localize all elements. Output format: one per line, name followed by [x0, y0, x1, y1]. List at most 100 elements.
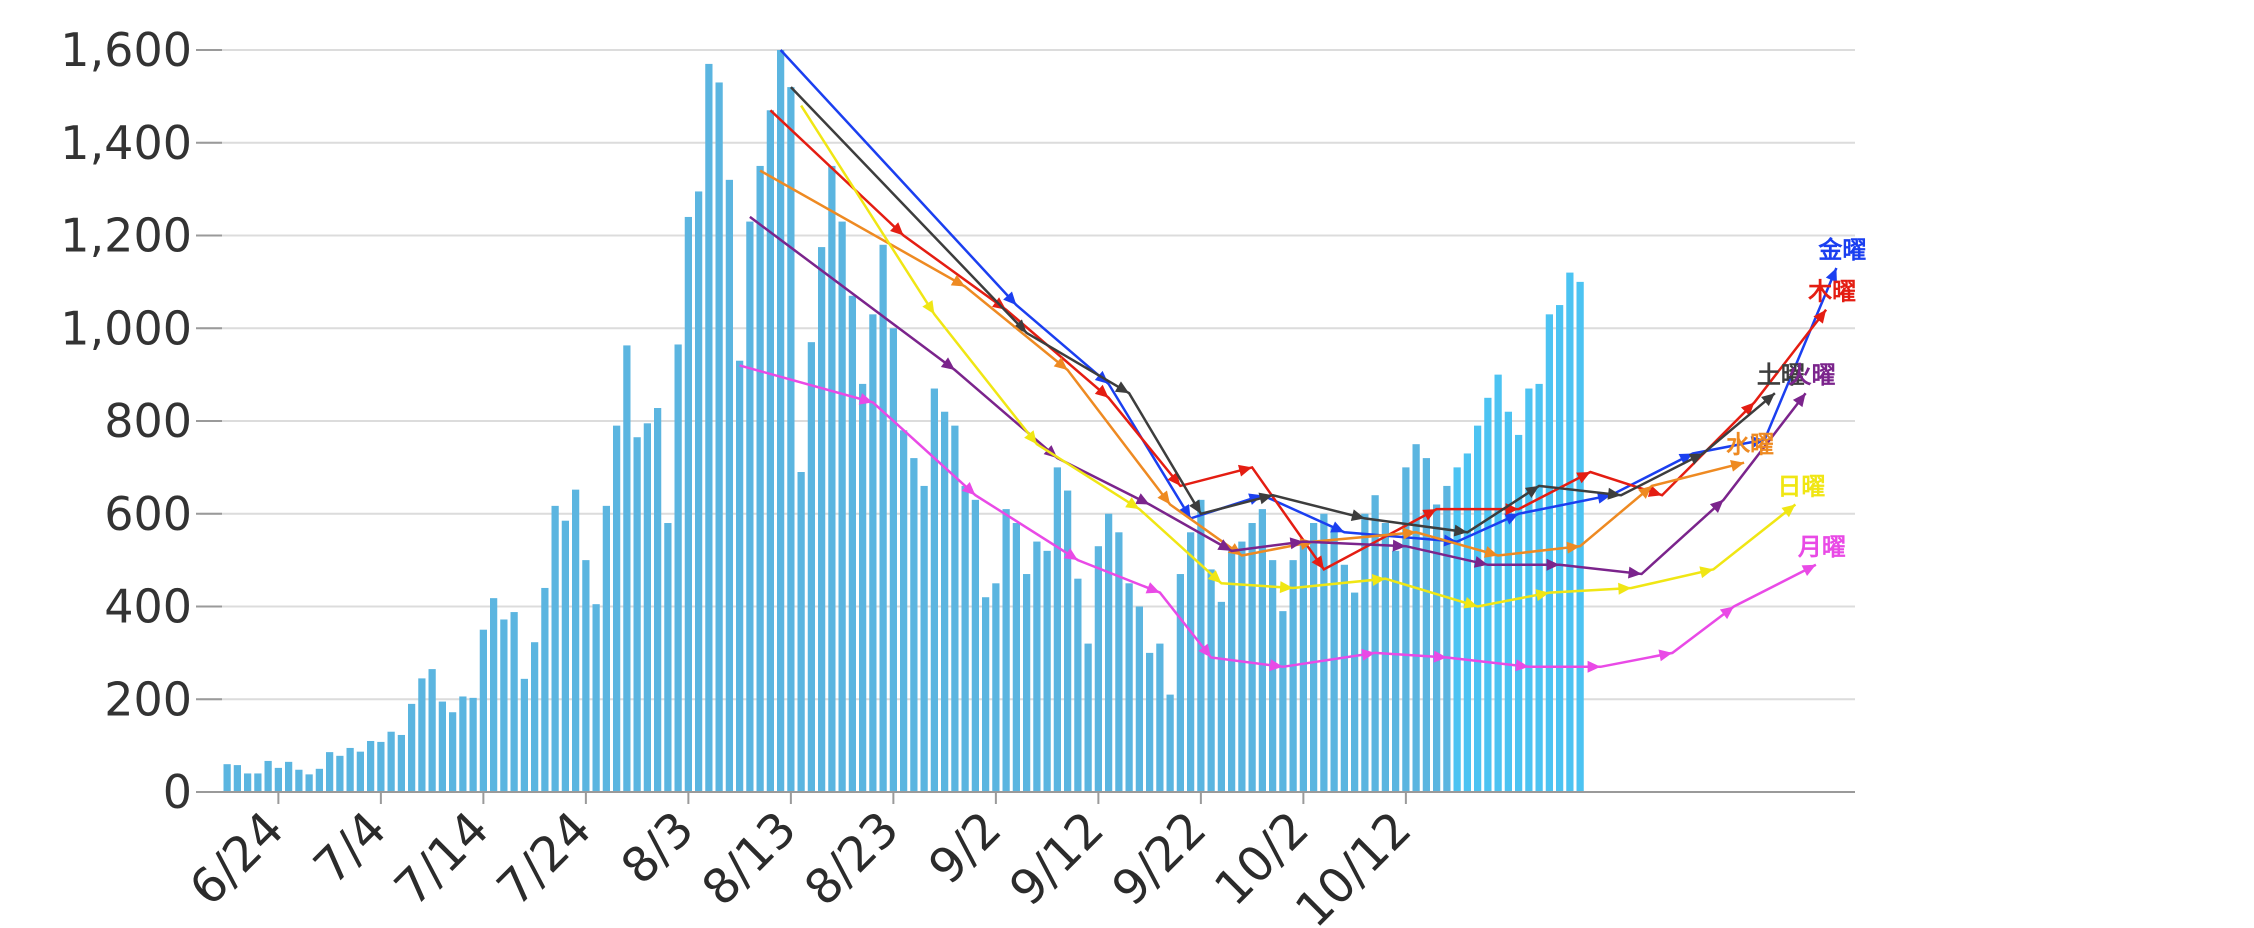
- series-label: 木曜: [1807, 278, 1856, 306]
- series-point: [1279, 581, 1294, 594]
- series-point: [1361, 648, 1376, 661]
- bar: [1217, 601, 1225, 792]
- bar: [1012, 523, 1020, 792]
- bar: [367, 740, 375, 792]
- series-point: [1178, 504, 1191, 519]
- series-label: 火曜: [1788, 361, 1836, 389]
- y-tick-label: 200: [104, 672, 192, 726]
- x-tick-label: 9/2: [918, 801, 1012, 895]
- bar: [500, 619, 508, 792]
- series-label: 月曜: [1797, 533, 1846, 561]
- bar: [254, 773, 262, 792]
- bar: [315, 768, 323, 792]
- series-point: [1566, 541, 1581, 554]
- bar: [1412, 444, 1420, 792]
- bar: [356, 751, 364, 792]
- bar: [305, 774, 313, 792]
- bar: [1043, 550, 1051, 792]
- bar: [1125, 583, 1133, 792]
- bar: [1310, 523, 1318, 792]
- series-label: 金曜: [1817, 236, 1866, 264]
- bars: [223, 50, 1584, 793]
- bar: [1002, 509, 1010, 792]
- series-point: [1463, 596, 1478, 609]
- bar: [531, 642, 539, 792]
- bar: [1453, 467, 1461, 792]
- series-point: [1135, 493, 1150, 505]
- series-point: [1350, 509, 1365, 522]
- bar: [951, 425, 959, 792]
- series-point: [1053, 357, 1068, 370]
- y-tick-label: 0: [163, 765, 192, 819]
- series-point: [1402, 527, 1417, 540]
- bar: [1504, 411, 1512, 792]
- x-tick-label: 8/23: [794, 801, 910, 917]
- y-tick-label: 400: [104, 580, 192, 634]
- bar: [900, 430, 908, 792]
- series-point: [1801, 564, 1816, 577]
- bar: [244, 773, 252, 792]
- x-tick-label: 8/3: [611, 801, 705, 895]
- bar: [654, 408, 662, 792]
- series-point: [1145, 582, 1160, 594]
- bar: [326, 752, 334, 792]
- series-point: [1443, 534, 1458, 547]
- x-tick-label: 9/22: [1102, 801, 1218, 917]
- bar: [859, 383, 867, 792]
- bar: [1248, 523, 1256, 792]
- bar: [469, 697, 477, 792]
- series-point: [1063, 548, 1078, 561]
- bar: [756, 165, 764, 792]
- bar: [766, 110, 774, 793]
- bar: [705, 63, 713, 793]
- bar: [1228, 550, 1236, 792]
- bar: [1084, 643, 1092, 792]
- bar: [490, 598, 498, 792]
- bar: [1146, 652, 1154, 792]
- series-point: [858, 393, 873, 405]
- bar: [1463, 453, 1471, 792]
- bar: [223, 764, 231, 792]
- bar: [285, 761, 293, 792]
- series-point: [1504, 513, 1519, 525]
- series-point: [1207, 570, 1222, 584]
- series-point: [922, 300, 935, 315]
- series-point: [1189, 499, 1201, 514]
- series-point: [1238, 464, 1253, 477]
- series-point: [1750, 436, 1765, 448]
- bar: [561, 520, 569, 792]
- bar: [428, 669, 436, 792]
- bar: [971, 499, 979, 792]
- series-point: [1311, 555, 1324, 570]
- bar: [1351, 592, 1359, 792]
- bar: [848, 295, 856, 792]
- series-point: [1546, 558, 1560, 571]
- x-tick-label: 9/12: [999, 801, 1115, 917]
- series-point: [1013, 319, 1027, 333]
- bar: [1105, 513, 1113, 792]
- series-point: [1289, 537, 1304, 550]
- bar: [1320, 513, 1328, 792]
- bar: [1433, 504, 1441, 792]
- series-point: [1825, 268, 1837, 283]
- bar: [1371, 495, 1379, 792]
- bar: [633, 437, 641, 792]
- bar: [449, 712, 457, 792]
- y-axis: 0 200 400 600 800 1,000 1,200 1,400 1,600: [60, 23, 222, 819]
- bar: [1289, 560, 1297, 792]
- bar: [869, 314, 877, 792]
- bar: [1340, 564, 1348, 792]
- bar: [1484, 397, 1492, 792]
- bar: [1238, 541, 1246, 792]
- series-point: [1515, 659, 1529, 672]
- x-axis: 6/24 7/47/147/24 8/38/138/23 9/29/129/22 10/…: [179, 791, 1855, 928]
- y-tick-label: 1,000: [60, 301, 192, 355]
- bar: [346, 747, 354, 792]
- bar: [438, 701, 446, 792]
- series-point: [1678, 453, 1693, 465]
- y-tick-label: 600: [104, 487, 192, 541]
- bar: [1515, 434, 1523, 792]
- series-point: [1269, 659, 1283, 672]
- series-label: 日曜: [1777, 472, 1825, 500]
